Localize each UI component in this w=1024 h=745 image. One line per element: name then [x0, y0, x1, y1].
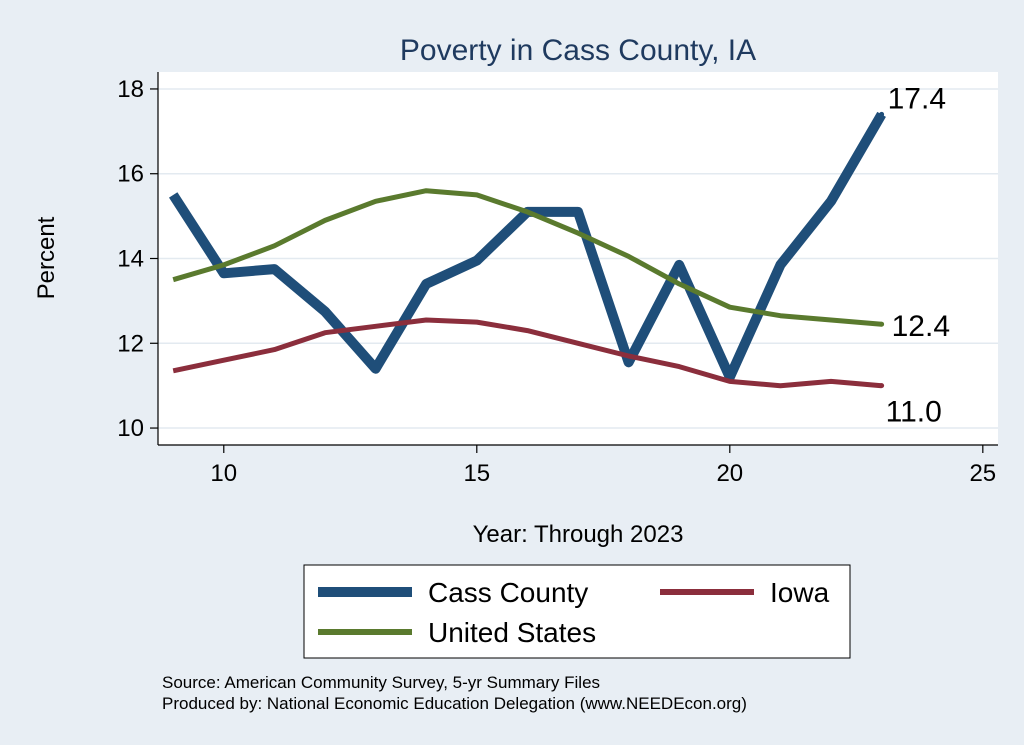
x-tick-label-25: 25 [969, 460, 996, 487]
ticks: 10 12 14 16 18 10 15 20 25 [117, 76, 996, 487]
y-tick-label-10: 10 [117, 415, 144, 442]
series-endpoint-united-states [879, 321, 885, 327]
source-note: Source: American Community Survey, 5-yr … [162, 673, 600, 692]
y-axis-title: Percent [33, 216, 60, 299]
end-label-iowa: 11.0 [886, 396, 942, 429]
series-line-united-states [172, 188, 882, 327]
x-axis-title: Year: Through 2023 [473, 521, 684, 548]
end-label-united-states: 12.4 [892, 310, 950, 343]
chart-title: Poverty in Cass County, IA [400, 34, 756, 67]
y-tick-label-12: 12 [117, 330, 144, 357]
series-lines [168, 111, 886, 389]
series-endpoint-iowa [879, 383, 885, 389]
series-line-iowa [172, 317, 882, 389]
legend-label-iowa: Iowa [770, 577, 830, 608]
x-tick-label-20: 20 [716, 460, 743, 487]
series-endpoint-cass-county [879, 111, 885, 117]
legend: Cass County Iowa United States [303, 564, 851, 659]
legend-label-united-states: United States [428, 617, 596, 648]
x-tick-label-15: 15 [463, 460, 490, 487]
legend-box [303, 564, 851, 659]
y-tick-label-18: 18 [117, 76, 144, 103]
legend-label-cass-county: Cass County [428, 577, 588, 608]
y-tick-label-16: 16 [117, 161, 144, 188]
x-tick-label-10: 10 [210, 460, 237, 487]
producer-note: Produced by: National Economic Education… [162, 694, 747, 713]
end-labels: 17.4 11.0 12.4 [886, 82, 950, 428]
y-tick-label-14: 14 [117, 246, 144, 273]
end-label-cass-county: 17.4 [888, 82, 946, 115]
